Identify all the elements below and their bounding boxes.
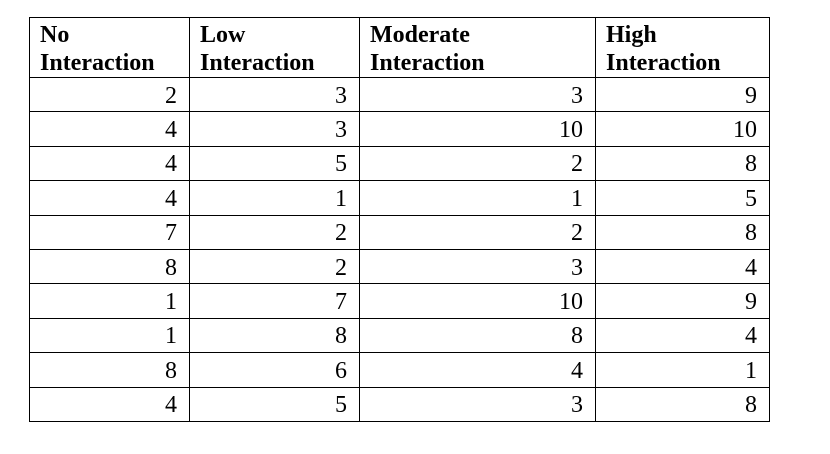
header-row: No Interaction Low Interaction Moderate … [29,17,770,78]
table-cell: 1 [359,180,596,216]
table-row: 7 2 2 8 [29,214,770,250]
table-cell: 4 [29,111,190,147]
table-cell: 3 [359,76,596,113]
table-row: 1 8 8 4 [29,317,770,354]
header-line: Interaction [40,50,155,76]
table-cell: 9 [595,283,770,319]
table-cell: 1 [189,180,360,216]
table-cell: 8 [189,317,360,354]
table-row: 1 7 10 9 [29,283,770,319]
table-row: 2 3 3 9 [29,76,770,113]
table-cell: 1 [29,283,190,319]
header-high-interaction: High Interaction [595,17,770,78]
table-cell: 2 [359,214,596,250]
table-cell: 10 [359,111,596,147]
table-cell: 8 [595,386,770,422]
table-cell: 5 [189,145,360,182]
table-cell: 3 [359,386,596,422]
interaction-data-table: No Interaction Low Interaction Moderate … [29,17,770,422]
table-cell: 9 [595,76,770,113]
header-line: Interaction [370,50,485,76]
header-moderate-interaction: Moderate Interaction [359,17,596,78]
header-low-interaction: Low Interaction [189,17,360,78]
table-row: 4 3 10 10 [29,111,770,147]
table-cell: 2 [189,248,360,285]
table-cell: 8 [29,352,190,388]
table-cell: 5 [595,180,770,216]
header-line: Interaction [200,50,315,76]
table-cell: 3 [189,111,360,147]
header-no-interaction: No Interaction [29,17,190,78]
table-cell: 10 [359,283,596,319]
table-row: 8 6 4 1 [29,352,770,388]
table-cell: 4 [29,145,190,182]
table-cell: 8 [359,317,596,354]
header-line: High [606,22,657,48]
header-line: Moderate [370,22,470,48]
table-cell: 4 [29,180,190,216]
table-cell: 4 [595,248,770,285]
table-cell: 10 [595,111,770,147]
table-cell: 3 [359,248,596,285]
table-row: 4 5 3 8 [29,386,770,422]
table-cell: 8 [595,145,770,182]
table-cell: 1 [29,317,190,354]
table-cell: 8 [595,214,770,250]
table-row: 8 2 3 4 [29,248,770,285]
table-cell: 5 [189,386,360,422]
table-body: 2 3 3 9 4 3 10 10 4 5 2 8 4 1 1 5 7 2 2 … [29,76,770,422]
table-cell: 2 [189,214,360,250]
table-cell: 7 [29,214,190,250]
header-line: Interaction [606,50,721,76]
table-cell: 2 [359,145,596,182]
table-cell: 4 [359,352,596,388]
table-cell: 7 [189,283,360,319]
table-cell: 8 [29,248,190,285]
header-line: No [40,22,70,48]
header-line: Low [200,22,246,48]
table-cell: 1 [595,352,770,388]
table-row: 4 5 2 8 [29,145,770,182]
table-cell: 4 [29,386,190,422]
table-cell: 6 [189,352,360,388]
table-header: No Interaction Low Interaction Moderate … [29,17,770,78]
table-cell: 2 [29,76,190,113]
table-cell: 4 [595,317,770,354]
table-row: 4 1 1 5 [29,180,770,216]
table-cell: 3 [189,76,360,113]
